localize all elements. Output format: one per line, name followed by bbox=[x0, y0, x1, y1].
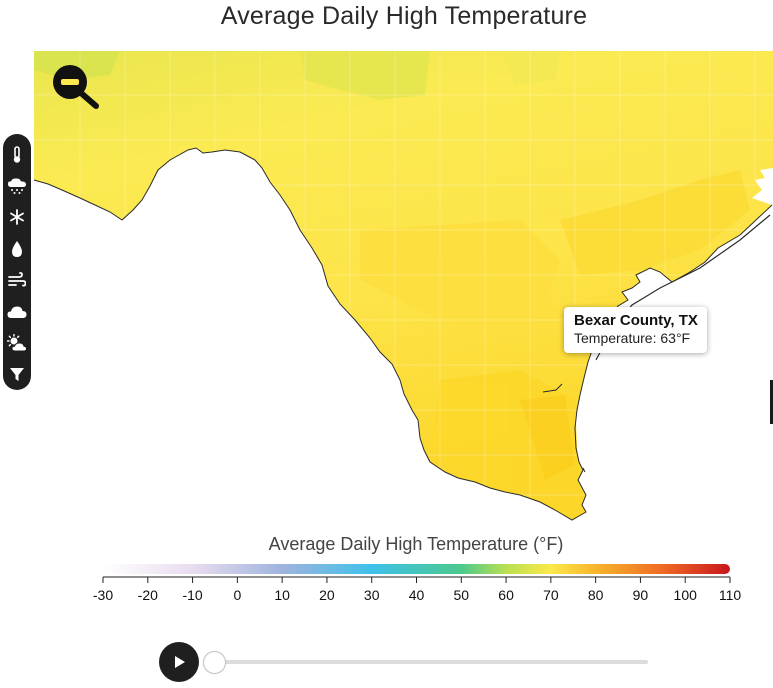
cloud-icon bbox=[7, 306, 27, 318]
thermometer-icon bbox=[13, 145, 21, 163]
legend-tick-label: 0 bbox=[233, 587, 241, 603]
toolbar-button-snow[interactable] bbox=[3, 202, 31, 233]
toolbar-button-wind[interactable] bbox=[3, 265, 31, 296]
legend-title: Average Daily High Temperature (°F) bbox=[268, 534, 564, 554]
toolbar-button-filter[interactable] bbox=[3, 359, 31, 390]
play-icon bbox=[175, 656, 185, 668]
legend-color-bar bbox=[103, 564, 730, 574]
filter-icon bbox=[10, 368, 24, 382]
legend-tick-label: -30 bbox=[93, 587, 113, 603]
legend-tick-label: 20 bbox=[319, 587, 335, 603]
county-tooltip: Bexar County, TX Temperature: 63°F bbox=[564, 307, 707, 353]
legend-tick-label: 10 bbox=[274, 587, 290, 603]
toolbar-button-sun[interactable] bbox=[3, 327, 31, 358]
legend-tick-label: 50 bbox=[453, 587, 469, 603]
toolbar-button-cloud[interactable] bbox=[3, 296, 31, 327]
layer-toolbar bbox=[3, 134, 31, 390]
play-button[interactable] bbox=[159, 642, 199, 682]
legend-tick-label: -10 bbox=[182, 587, 202, 603]
timeline-thumb[interactable] bbox=[203, 651, 226, 674]
side-panel-handle[interactable] bbox=[770, 380, 773, 424]
toolbar-button-humidity[interactable] bbox=[3, 233, 31, 264]
choropleth-map[interactable] bbox=[0, 0, 773, 530]
legend-tick-label: 90 bbox=[633, 587, 649, 603]
region-shading bbox=[34, 51, 750, 500]
legend-tick-label: 70 bbox=[543, 587, 559, 603]
zoom-out-icon bbox=[53, 65, 99, 109]
legend-tick-label: 60 bbox=[498, 587, 514, 603]
map-canvas[interactable] bbox=[0, 0, 773, 530]
droplet-icon bbox=[12, 240, 22, 257]
snowflake-icon bbox=[10, 209, 24, 226]
legend-tick-label: 110 bbox=[719, 587, 742, 603]
toolbar-button-temperature[interactable] bbox=[3, 139, 31, 170]
legend-tick-label: 100 bbox=[674, 587, 698, 603]
zoom-out-button[interactable] bbox=[50, 62, 102, 112]
tooltip-county-name: Bexar County, TX bbox=[574, 312, 698, 329]
partly-sunny-icon bbox=[7, 333, 27, 352]
toolbar-button-precipitation[interactable] bbox=[3, 170, 31, 201]
map-title: Average Daily High Temperature bbox=[220, 2, 588, 30]
wind-icon bbox=[8, 272, 26, 287]
timeline-track[interactable] bbox=[214, 660, 648, 664]
legend-tick-label: -20 bbox=[138, 587, 158, 603]
legend-tick-label: 40 bbox=[409, 587, 425, 603]
color-legend: -30 -20 -10 0 10 20 30 40 50 60 70 80 90 100 110 bbox=[0, 560, 773, 610]
legend-tick-label: 80 bbox=[588, 587, 604, 603]
tooltip-temperature: Temperature: 63°F bbox=[574, 330, 691, 346]
legend-scale: -30 -20 -10 0 10 20 30 40 50 60 70 80 90 100 110 bbox=[93, 564, 742, 603]
county-borders bbox=[34, 51, 773, 500]
legend-tick-label: 30 bbox=[364, 587, 380, 603]
rain-icon bbox=[8, 178, 26, 195]
